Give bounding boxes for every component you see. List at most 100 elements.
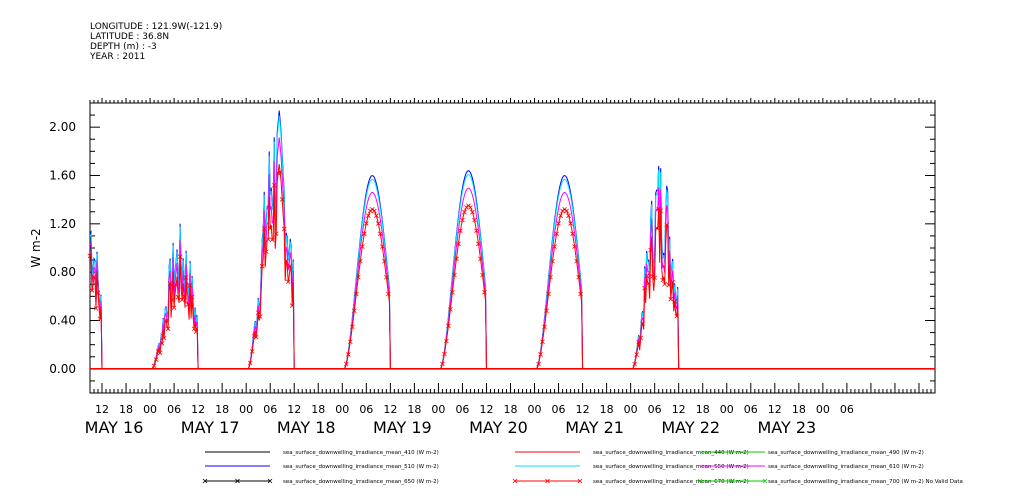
series-marker (354, 291, 359, 297)
series-marker (257, 314, 263, 319)
series-marker (161, 335, 167, 341)
legend-marker (512, 478, 518, 484)
series-marker (285, 279, 291, 284)
x-tick-label: 12 (287, 403, 301, 416)
x-tick-label: 12 (576, 403, 590, 416)
series-marker (261, 226, 267, 231)
legend-label: sea_surface_downwelling_irradiance_mean_… (283, 479, 439, 485)
series-marker (552, 244, 557, 249)
series-marker (448, 307, 453, 312)
series-marker (460, 217, 465, 223)
series-marker (446, 323, 451, 329)
series-marker (672, 299, 677, 304)
series-marker (664, 222, 669, 227)
latitude-text: LATITUDE : 36.8N (90, 32, 170, 42)
x-tick-label: 18 (503, 403, 517, 416)
series-marker (384, 274, 389, 280)
x-tick-label: 06 (455, 403, 469, 416)
x-tick-label: 18 (792, 403, 806, 416)
series-marker (634, 352, 639, 357)
series-marker (255, 310, 261, 315)
series-marker (640, 321, 645, 326)
series-marker (187, 283, 193, 288)
legend-label: sea_surface_downwelling_irradiance_mean_… (768, 464, 924, 470)
series-marker (167, 281, 173, 286)
series-marker (546, 291, 551, 297)
series-marker (283, 258, 289, 264)
series-marker (550, 258, 555, 264)
series-marker (444, 338, 449, 344)
series-marker (289, 303, 295, 308)
x-tick-label: 18 (215, 403, 229, 416)
series-marker (652, 275, 657, 281)
legend-label: sea_surface_downwelling_irradiance_mean_… (593, 479, 749, 485)
series-marker (350, 324, 355, 330)
series-marker (548, 274, 553, 280)
series-marker (564, 208, 569, 214)
series-marker (386, 291, 391, 297)
series-marker (265, 237, 271, 242)
series-marker (91, 274, 97, 280)
series-marker (191, 326, 197, 332)
legend-label: sea_surface_downwelling_irradiance_mean_… (768, 450, 924, 456)
series-marker (157, 350, 163, 356)
series-marker (468, 205, 473, 210)
series-marker (470, 209, 475, 215)
x-tick-label: 12 (95, 403, 109, 416)
series-marker (87, 253, 93, 259)
series-marker (189, 294, 195, 300)
series-line-magenta (89, 137, 935, 370)
series-marker (273, 231, 279, 237)
x-day-label: MAY 16 (85, 418, 144, 437)
x-tick-label: 00 (816, 403, 830, 416)
x-day-label: MAY 18 (277, 418, 336, 437)
series-marker (380, 244, 385, 249)
data-lines (87, 110, 935, 370)
series-marker (542, 324, 547, 330)
legend-label: sea_surface_downwelling_irradiance_mean_… (593, 464, 749, 470)
x-day-label: MAY 21 (565, 418, 624, 437)
legend-marker (577, 478, 583, 484)
series-marker (277, 169, 283, 175)
series-marker (456, 241, 461, 247)
x-tick-label: 06 (648, 403, 662, 416)
series-marker (382, 258, 387, 264)
legend-marker (762, 478, 768, 484)
series-marker (576, 274, 581, 280)
series-marker (352, 308, 357, 314)
series-marker (364, 221, 369, 226)
series-marker (153, 357, 159, 362)
series-marker (538, 352, 543, 357)
y-tick-label: 0.80 (49, 265, 76, 279)
legend-marker (545, 478, 550, 484)
series-marker (572, 244, 577, 249)
series-marker (344, 361, 349, 367)
legend-marker (267, 478, 273, 484)
series-marker (558, 213, 563, 218)
x-tick-label: 00 (335, 403, 349, 416)
x-day-label: MAY 22 (661, 418, 720, 437)
series-marker (440, 361, 445, 367)
plot-border (89, 102, 936, 394)
series-marker (171, 305, 177, 310)
series-marker (646, 280, 651, 286)
series-marker (458, 228, 463, 234)
x-tick-label: 18 (407, 403, 421, 416)
x-tick-label: 12 (768, 403, 782, 416)
series-marker (644, 273, 649, 279)
series-marker (578, 291, 583, 297)
series-marker (159, 341, 165, 346)
series-marker (173, 282, 179, 288)
x-tick-label: 06 (840, 403, 854, 416)
x-tick-label: 12 (191, 403, 205, 416)
x-tick-label: 12 (383, 403, 397, 416)
longitude-text: LONGITUDE : 121.9W(-121.9) (90, 22, 223, 32)
legend-label: sea_surface_downwelling_irradiance_mean_… (283, 450, 439, 456)
y-tick-label: 0.00 (49, 362, 76, 376)
series-line-cyan (89, 115, 935, 370)
series-marker (259, 263, 265, 269)
series-marker (348, 339, 353, 345)
series-marker (253, 334, 259, 340)
series-marker (185, 302, 191, 307)
